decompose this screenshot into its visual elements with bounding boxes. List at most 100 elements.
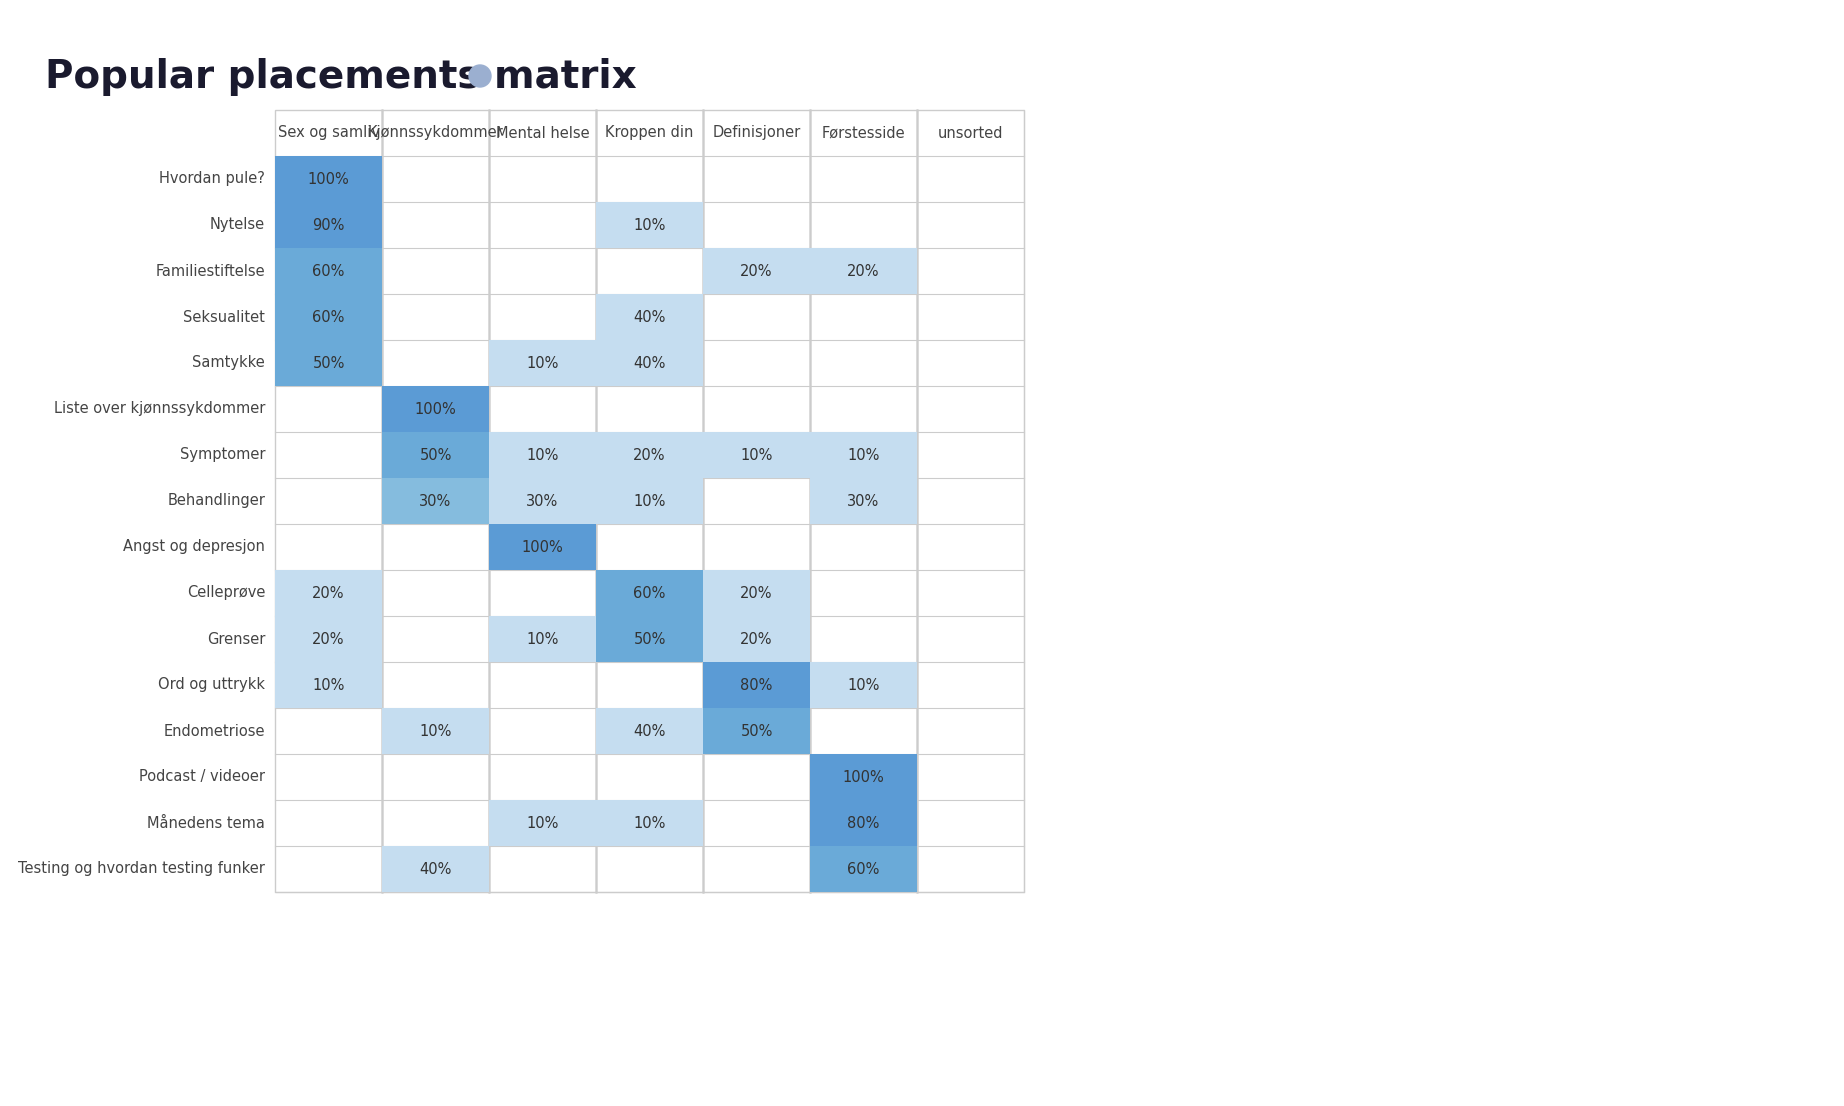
Text: Mental helse: Mental helse xyxy=(496,125,590,140)
Text: Familiestiftelse: Familiestiftelse xyxy=(155,263,266,279)
Text: 20%: 20% xyxy=(846,263,880,279)
Circle shape xyxy=(468,65,491,87)
Bar xyxy=(703,616,810,662)
Text: Liste over kjønnssykdommer: Liste over kjønnssykdommer xyxy=(53,401,266,417)
Text: 50%: 50% xyxy=(739,723,773,739)
Bar xyxy=(489,800,596,846)
Text: Testing og hvordan testing funker: Testing og hvordan testing funker xyxy=(18,862,266,876)
Bar xyxy=(275,616,382,662)
Text: 20%: 20% xyxy=(739,632,773,647)
Text: Sex og samliv: Sex og samliv xyxy=(277,125,380,140)
Text: 40%: 40% xyxy=(632,310,666,324)
Bar xyxy=(596,800,703,846)
Bar xyxy=(703,248,810,294)
Bar xyxy=(703,662,810,708)
Text: Grenser: Grenser xyxy=(207,632,266,647)
Text: 10%: 10% xyxy=(312,678,345,692)
Bar xyxy=(275,109,1023,893)
Text: 30%: 30% xyxy=(526,493,559,509)
Text: 60%: 60% xyxy=(632,585,666,601)
Text: 10%: 10% xyxy=(846,448,880,462)
Bar xyxy=(596,570,703,616)
Text: 10%: 10% xyxy=(526,632,559,647)
Bar xyxy=(489,478,596,524)
Bar xyxy=(810,846,916,893)
Text: 20%: 20% xyxy=(312,632,345,647)
Text: Ord og uttrykk: Ord og uttrykk xyxy=(159,678,266,692)
Bar xyxy=(596,708,703,754)
Text: 80%: 80% xyxy=(846,815,880,831)
Text: 90%: 90% xyxy=(312,218,345,232)
Text: 10%: 10% xyxy=(419,723,452,739)
Text: Celleprøve: Celleprøve xyxy=(186,585,266,601)
Text: Seksualitet: Seksualitet xyxy=(183,310,266,324)
Bar xyxy=(810,662,916,708)
Text: 20%: 20% xyxy=(739,585,773,601)
Text: Popular placements matrix: Popular placements matrix xyxy=(44,58,636,96)
Text: Endometriose: Endometriose xyxy=(164,723,266,739)
Text: 60%: 60% xyxy=(312,263,345,279)
Bar xyxy=(489,524,596,570)
Bar xyxy=(596,478,703,524)
Bar xyxy=(382,432,489,478)
Bar xyxy=(275,662,382,708)
Bar xyxy=(275,202,382,248)
Bar xyxy=(382,708,489,754)
Text: 40%: 40% xyxy=(632,723,666,739)
Text: Behandlinger: Behandlinger xyxy=(168,493,266,509)
Bar xyxy=(489,340,596,386)
Bar xyxy=(596,616,703,662)
Bar xyxy=(596,340,703,386)
Text: Hvordan pule?: Hvordan pule? xyxy=(159,171,266,187)
Bar xyxy=(382,846,489,893)
Text: Samtykke: Samtykke xyxy=(192,355,266,371)
Text: 30%: 30% xyxy=(419,493,452,509)
Bar xyxy=(703,432,810,478)
Text: 100%: 100% xyxy=(415,401,455,417)
Text: Førstesside: Førstesside xyxy=(822,125,905,140)
Bar xyxy=(275,570,382,616)
Text: 60%: 60% xyxy=(312,310,345,324)
Text: 10%: 10% xyxy=(846,678,880,692)
Bar xyxy=(810,478,916,524)
Text: 10%: 10% xyxy=(526,355,559,371)
Bar xyxy=(275,248,382,294)
Text: 80%: 80% xyxy=(739,678,773,692)
Text: 20%: 20% xyxy=(632,448,666,462)
Bar xyxy=(703,570,810,616)
Bar xyxy=(596,294,703,340)
Text: 30%: 30% xyxy=(848,493,880,509)
Text: 40%: 40% xyxy=(632,355,666,371)
Text: 10%: 10% xyxy=(632,218,666,232)
Text: i: i xyxy=(478,71,481,83)
Text: Definisjoner: Definisjoner xyxy=(712,125,800,140)
Text: unsorted: unsorted xyxy=(939,125,1003,140)
Text: 100%: 100% xyxy=(308,171,349,187)
Text: Månedens tema: Månedens tema xyxy=(148,815,266,831)
Bar xyxy=(489,616,596,662)
Text: 10%: 10% xyxy=(632,493,666,509)
Bar xyxy=(810,248,916,294)
Text: 50%: 50% xyxy=(419,448,452,462)
Text: 50%: 50% xyxy=(632,632,666,647)
Text: 50%: 50% xyxy=(312,355,345,371)
Text: 20%: 20% xyxy=(739,263,773,279)
Bar xyxy=(810,754,916,800)
Bar xyxy=(596,202,703,248)
Text: 100%: 100% xyxy=(843,770,885,784)
Text: 10%: 10% xyxy=(526,815,559,831)
Text: Angst og depresjon: Angst og depresjon xyxy=(124,540,266,554)
Bar xyxy=(810,800,916,846)
Bar xyxy=(489,432,596,478)
Text: Kroppen din: Kroppen din xyxy=(605,125,693,140)
Text: 60%: 60% xyxy=(846,862,880,876)
Bar xyxy=(810,432,916,478)
Text: Kjønnssykdommer: Kjønnssykdommer xyxy=(367,125,503,140)
Text: 10%: 10% xyxy=(739,448,773,462)
Bar xyxy=(275,340,382,386)
Bar xyxy=(275,294,382,340)
Bar xyxy=(703,708,810,754)
Bar xyxy=(275,156,382,202)
Text: Symptomer: Symptomer xyxy=(179,448,266,462)
Bar xyxy=(382,386,489,432)
